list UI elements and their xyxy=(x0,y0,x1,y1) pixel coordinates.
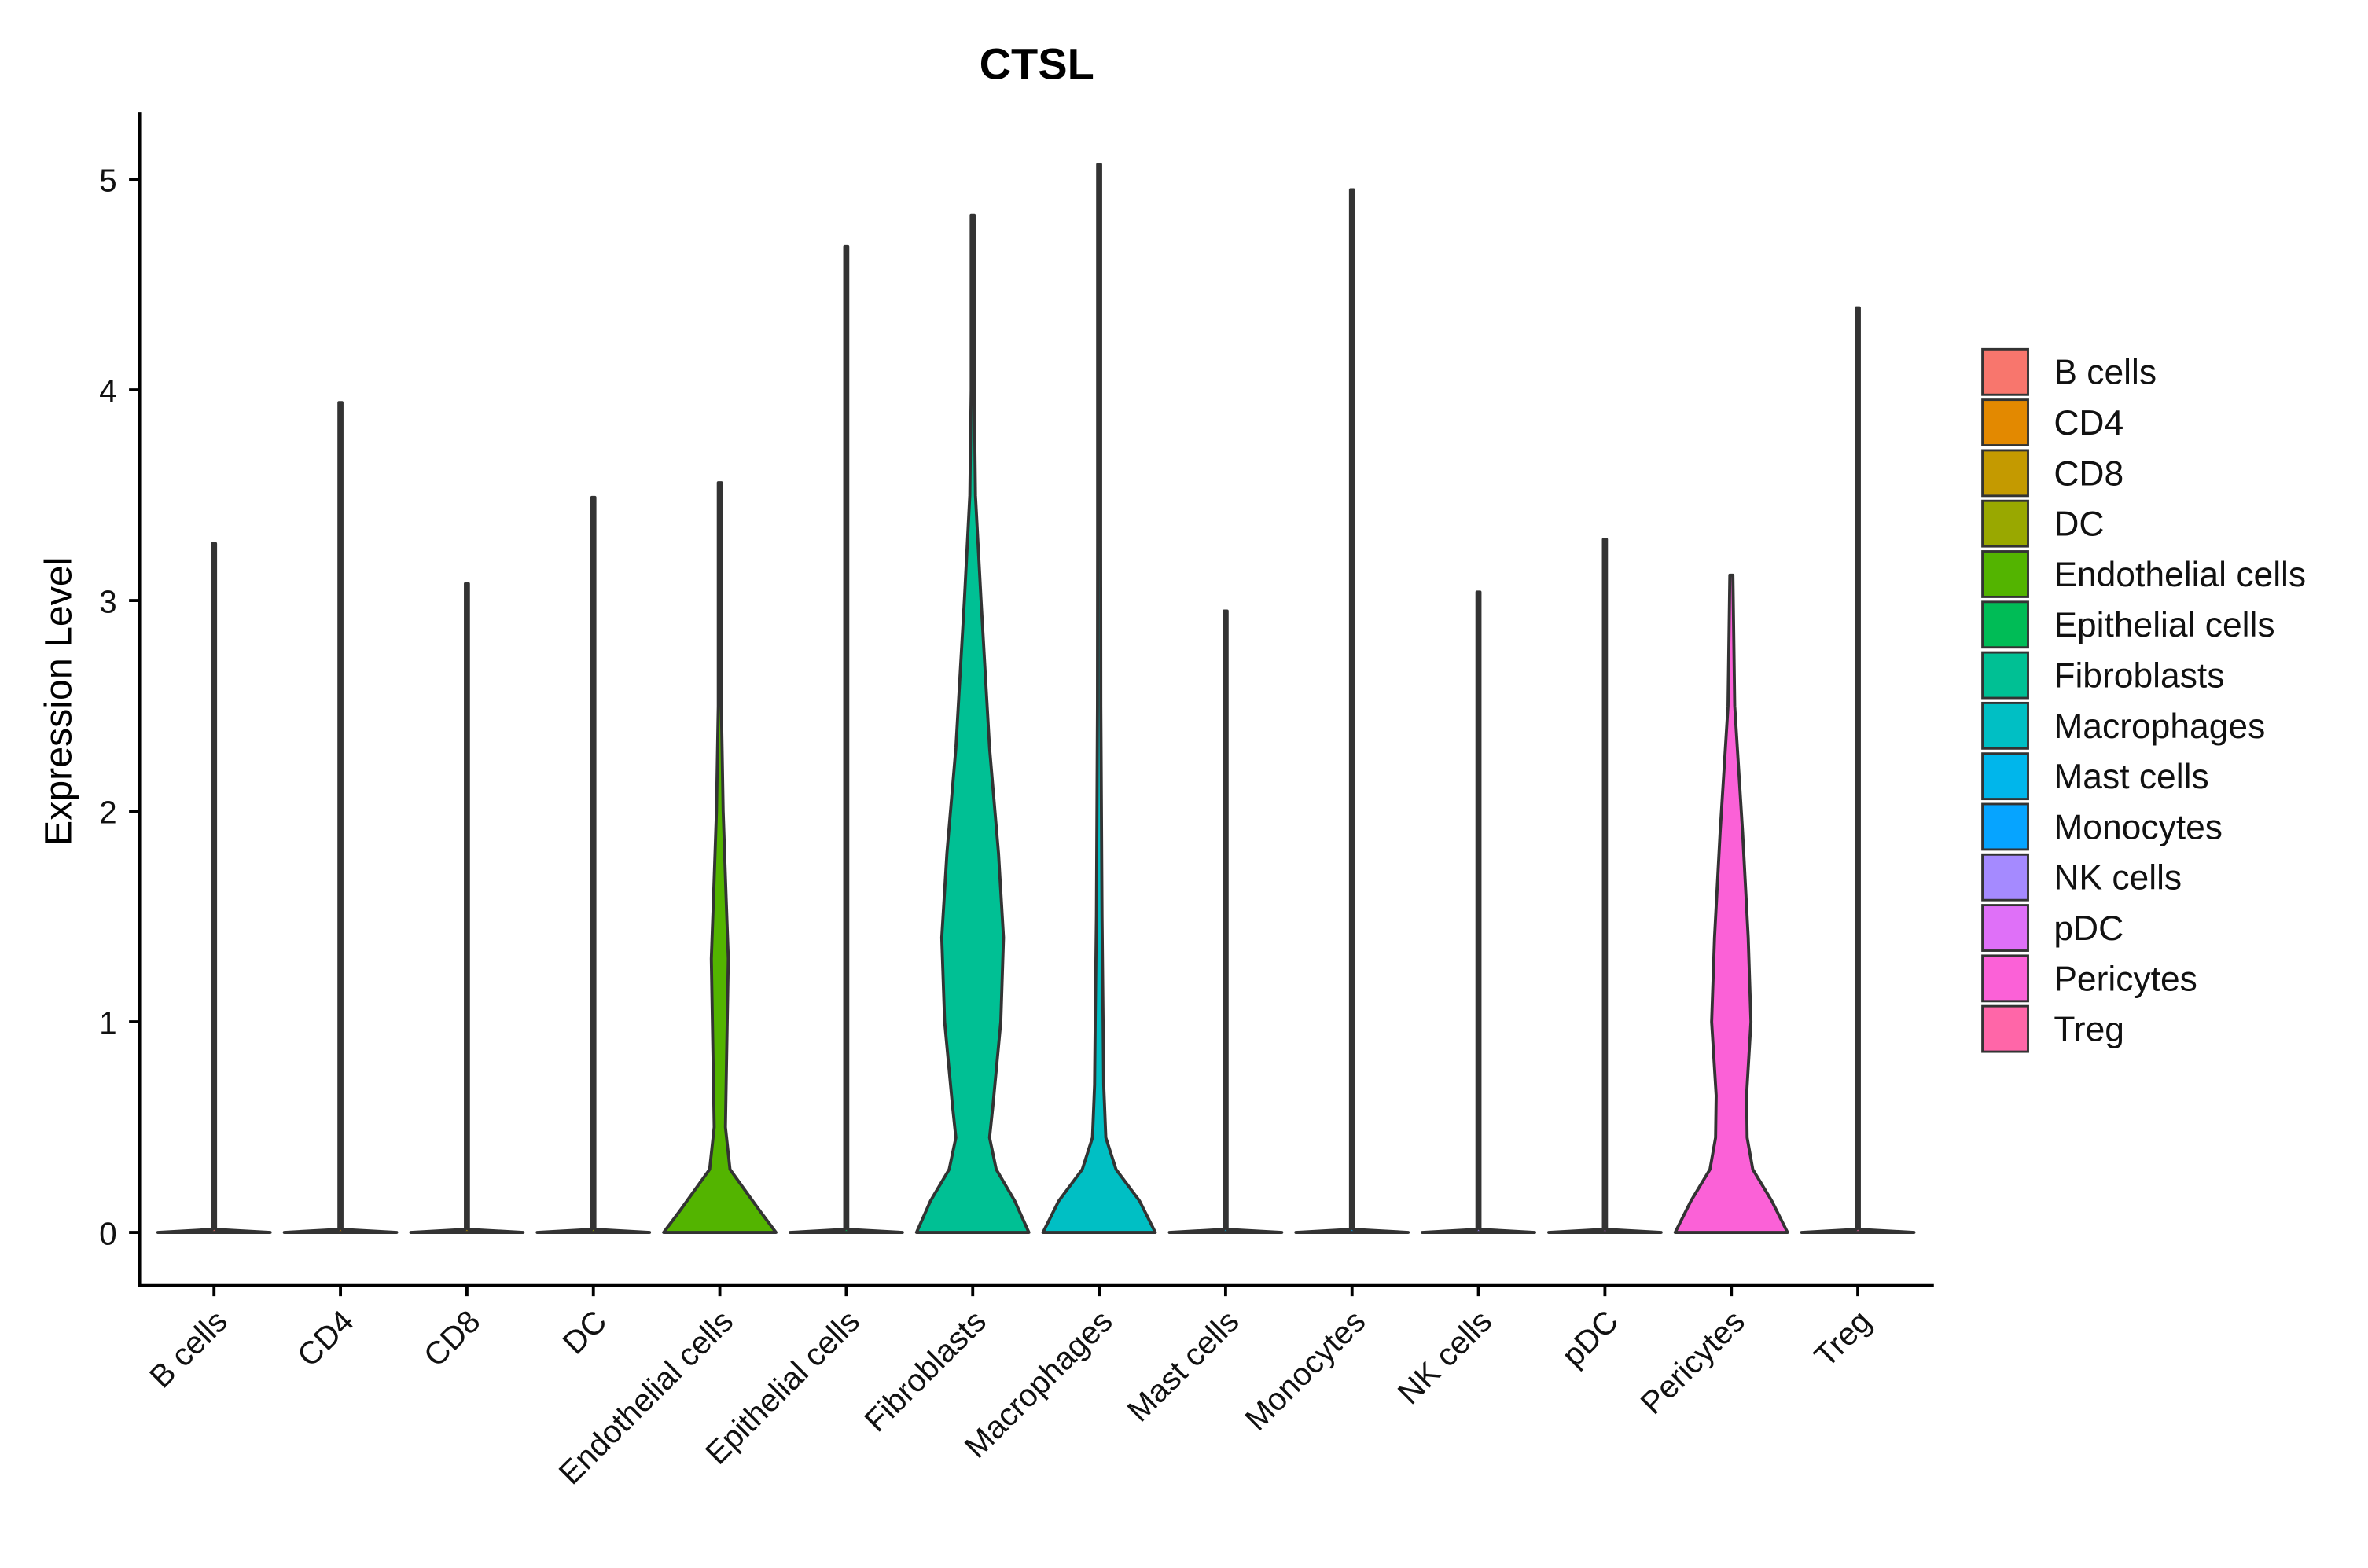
violin-dc xyxy=(535,495,652,1234)
y-tick-label: 4 xyxy=(99,373,117,409)
x-tick-label: NK cells xyxy=(1391,1303,1499,1412)
legend-swatch xyxy=(1981,904,2029,952)
legend-label: Mast cells xyxy=(2054,758,2208,796)
chart-title: CTSL xyxy=(980,39,1094,89)
legend-swatch xyxy=(1981,651,2029,700)
legend-swatch xyxy=(1981,1004,2029,1053)
violin-cd4 xyxy=(282,401,399,1234)
violin-macrophages xyxy=(1041,163,1157,1234)
legend-label: Fibroblasts xyxy=(2054,657,2224,696)
legend-swatch xyxy=(1981,853,2029,902)
legend-swatch xyxy=(1981,347,2029,396)
y-axis-title: Expression Level xyxy=(38,557,80,846)
legend-swatch xyxy=(1981,600,2029,649)
violin-pdc xyxy=(1547,538,1663,1234)
legend-label: Pericytes xyxy=(2054,960,2197,998)
violin-fibroblasts xyxy=(914,213,1031,1234)
legend-swatch xyxy=(1981,550,2029,598)
legend: B cells CD4 CD8 DC Endothelial cells Epitheli… xyxy=(1981,347,2306,1053)
violins xyxy=(156,163,1916,1234)
x-tick-label: Mast cells xyxy=(1120,1303,1246,1429)
legend-swatch xyxy=(1981,954,2029,1003)
x-tick-label: pDC xyxy=(1554,1303,1625,1374)
x-tick-label: Monocytes xyxy=(1237,1303,1372,1438)
x-tick-label: Pericytes xyxy=(1634,1303,1752,1421)
legend-swatch xyxy=(1981,449,2029,498)
legend-label: pDC xyxy=(2054,909,2123,948)
legend-swatch xyxy=(1981,398,2029,447)
x-tick-label: Treg xyxy=(1807,1303,1877,1374)
legend-label: Macrophages xyxy=(2054,707,2265,746)
legend-label: B cells xyxy=(2054,354,2157,392)
legend-swatch xyxy=(1981,752,2029,801)
violin-mast-cells xyxy=(1167,609,1284,1234)
violin-epithelial-cells xyxy=(789,244,904,1234)
y-ticks: 0 1 2 3 4 5 xyxy=(99,163,140,1251)
legend-swatch xyxy=(1981,802,2029,851)
x-tick-label: CD4 xyxy=(290,1303,361,1374)
x-tick-label: CD8 xyxy=(417,1303,487,1374)
legend-swatch xyxy=(1981,701,2029,750)
violin-nk-cells xyxy=(1421,590,1536,1234)
y-tick-label: 3 xyxy=(99,584,117,620)
violin-treg xyxy=(1800,306,1916,1234)
violin-cd8 xyxy=(409,582,525,1234)
legend-label: DC xyxy=(2054,505,2104,544)
legend-swatch xyxy=(1981,499,2029,548)
legend-label: NK cells xyxy=(2054,859,2182,898)
legend-label: CD4 xyxy=(2054,404,2123,442)
y-tick-label: 1 xyxy=(99,1004,117,1041)
violin-pericytes xyxy=(1673,573,1789,1234)
legend-label: CD8 xyxy=(2054,454,2123,493)
y-tick-label: 5 xyxy=(99,163,117,199)
y-tick-label: 0 xyxy=(99,1215,117,1251)
violin-monocytes xyxy=(1294,188,1410,1234)
x-tick-label: DC xyxy=(555,1303,613,1361)
violin-endothelial-cells xyxy=(662,481,778,1234)
legend-label: Monocytes xyxy=(2054,808,2223,846)
legend-label: Treg xyxy=(2054,1011,2124,1049)
legend-label: Endothelial cells xyxy=(2054,556,2306,594)
x-tick-label: B cells xyxy=(142,1303,234,1395)
legend-label: Epithelial cells xyxy=(2054,606,2274,644)
y-tick-label: 2 xyxy=(99,795,117,831)
violin-b-cells xyxy=(156,542,272,1234)
x-tick-label: Fibroblasts xyxy=(857,1303,993,1439)
